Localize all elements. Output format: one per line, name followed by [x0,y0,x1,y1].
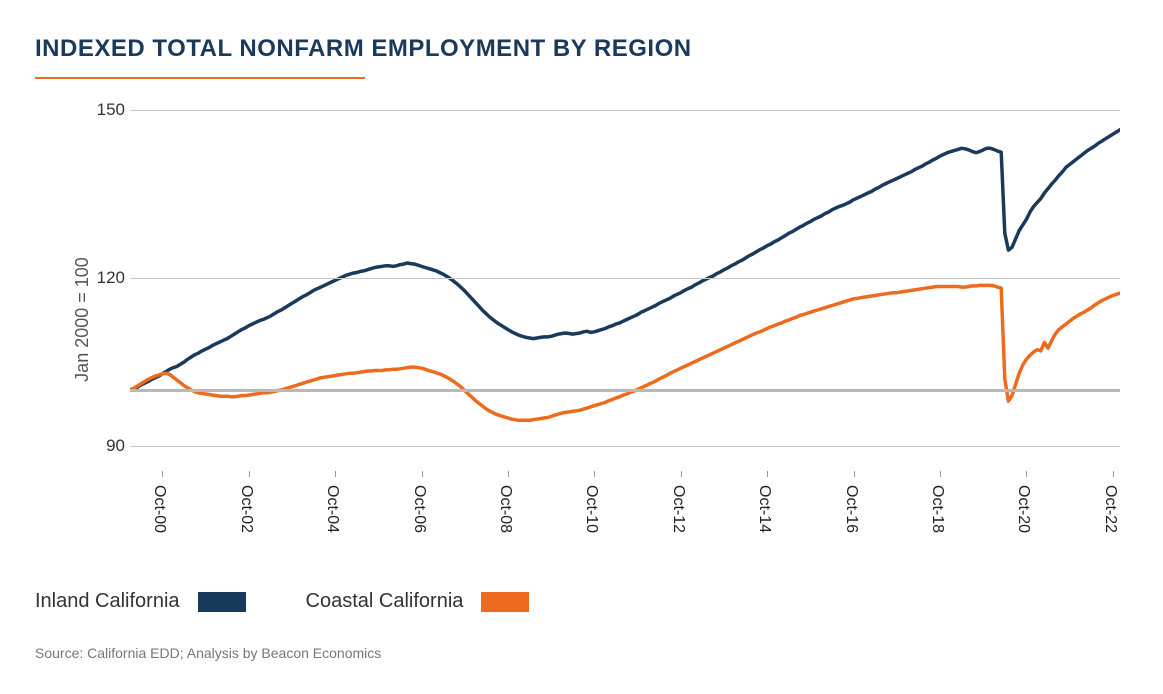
chart-lines [130,99,1120,474]
x-tick-mark [1026,471,1027,477]
x-tick-label: Oct-16 [842,485,860,533]
x-tick-label: Oct-08 [496,485,514,533]
x-tick-mark [422,471,423,477]
x-tick-label: Oct-10 [582,485,600,533]
x-tick-mark [854,471,855,477]
legend-item: Coastal California [306,590,530,613]
x-tick-label: Oct-02 [237,485,255,533]
x-tick-mark [681,471,682,477]
series-line [130,128,1120,390]
x-tick-label: Oct-18 [928,485,946,533]
x-tick-label: Oct-22 [1101,485,1119,533]
title-underline [35,77,365,79]
x-tick-label: Oct-04 [323,485,341,533]
legend-swatch [481,592,529,612]
gridline [130,278,1120,279]
x-tick-label: Oct-14 [755,485,773,533]
x-tick-label: Oct-06 [410,485,428,533]
series-line [130,285,1120,420]
legend: Inland California Coastal California [35,590,529,613]
x-tick-mark [249,471,250,477]
legend-label: Coastal California [306,590,464,613]
x-tick-mark [1113,471,1114,477]
baseline [130,389,1120,392]
y-tick-label: 120 [85,268,125,288]
x-tick-mark [335,471,336,477]
x-tick-label: Oct-00 [150,485,168,533]
legend-swatch [198,592,246,612]
y-tick-label: 90 [85,436,125,456]
x-tick-mark [594,471,595,477]
x-tick-label: Oct-12 [669,485,687,533]
y-tick-label: 150 [85,100,125,120]
plot-area: Jan 2000 = 100 90120150 Oct-00Oct-02Oct-… [35,99,1125,519]
gridline [130,110,1120,111]
chart-title: INDEXED TOTAL NONFARM EMPLOYMENT BY REGI… [35,35,1125,63]
x-tick-label: Oct-20 [1014,485,1032,533]
x-tick-mark [940,471,941,477]
gridline [130,446,1120,447]
source-text: Source: California EDD; Analysis by Beac… [35,645,381,661]
legend-item: Inland California [35,590,246,613]
x-tick-mark [508,471,509,477]
x-tick-mark [162,471,163,477]
chart-container: INDEXED TOTAL NONFARM EMPLOYMENT BY REGI… [35,35,1125,519]
x-tick-mark [767,471,768,477]
legend-label: Inland California [35,590,180,613]
